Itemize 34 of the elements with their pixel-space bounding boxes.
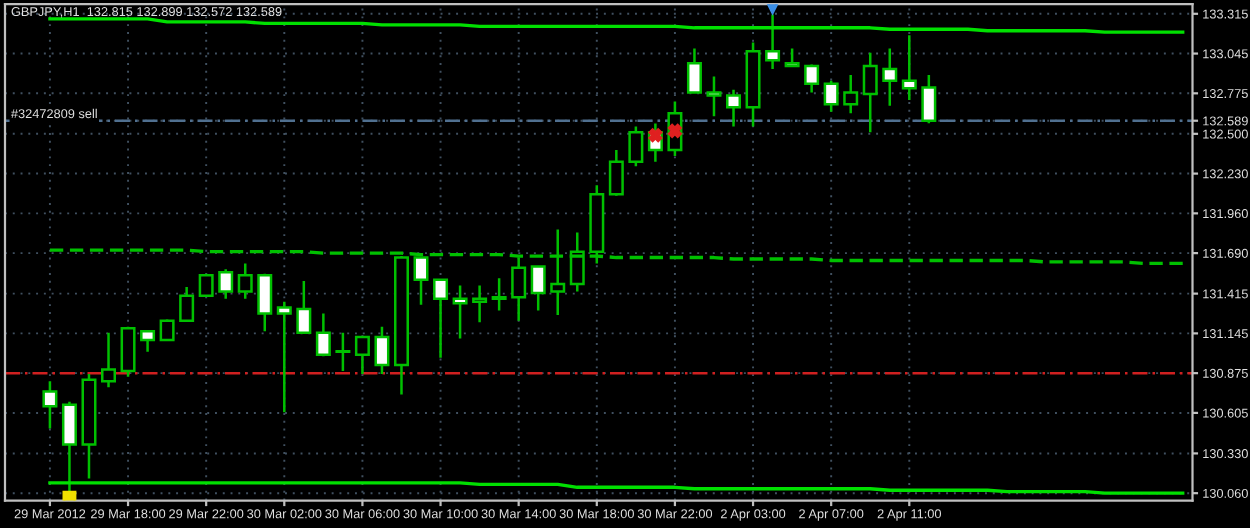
candlestick <box>706 75 722 118</box>
candlestick <box>686 47 702 94</box>
candlestick <box>374 325 390 376</box>
point <box>648 128 663 143</box>
candlestick <box>726 88 742 128</box>
candlestick <box>921 73 937 125</box>
candlestick <box>218 268 234 301</box>
candlestick <box>237 262 253 301</box>
candlestick <box>530 265 546 312</box>
line-series <box>48 17 1185 34</box>
candlestick <box>42 380 58 430</box>
candlestick <box>101 331 117 389</box>
candlestick <box>433 278 449 359</box>
candlestick <box>179 285 195 323</box>
candlestick <box>628 125 644 168</box>
candlestick <box>472 284 488 324</box>
candlestick <box>296 279 312 336</box>
candlestick <box>140 329 156 354</box>
candlestick <box>159 318 175 342</box>
candlestick <box>335 331 351 373</box>
candlestick <box>804 63 820 94</box>
candlestick <box>315 312 331 358</box>
candlestick <box>843 73 859 115</box>
candlestick <box>491 276 507 312</box>
candlestick <box>120 325 136 379</box>
candlestick <box>823 79 839 113</box>
candlestick <box>901 33 917 102</box>
candlestick <box>608 148 624 197</box>
candlestick <box>862 51 878 134</box>
candlestick <box>276 300 292 414</box>
candlestick <box>257 272 273 333</box>
candlestick <box>354 335 370 376</box>
candlestick <box>452 284 468 340</box>
candlestick <box>882 47 898 108</box>
